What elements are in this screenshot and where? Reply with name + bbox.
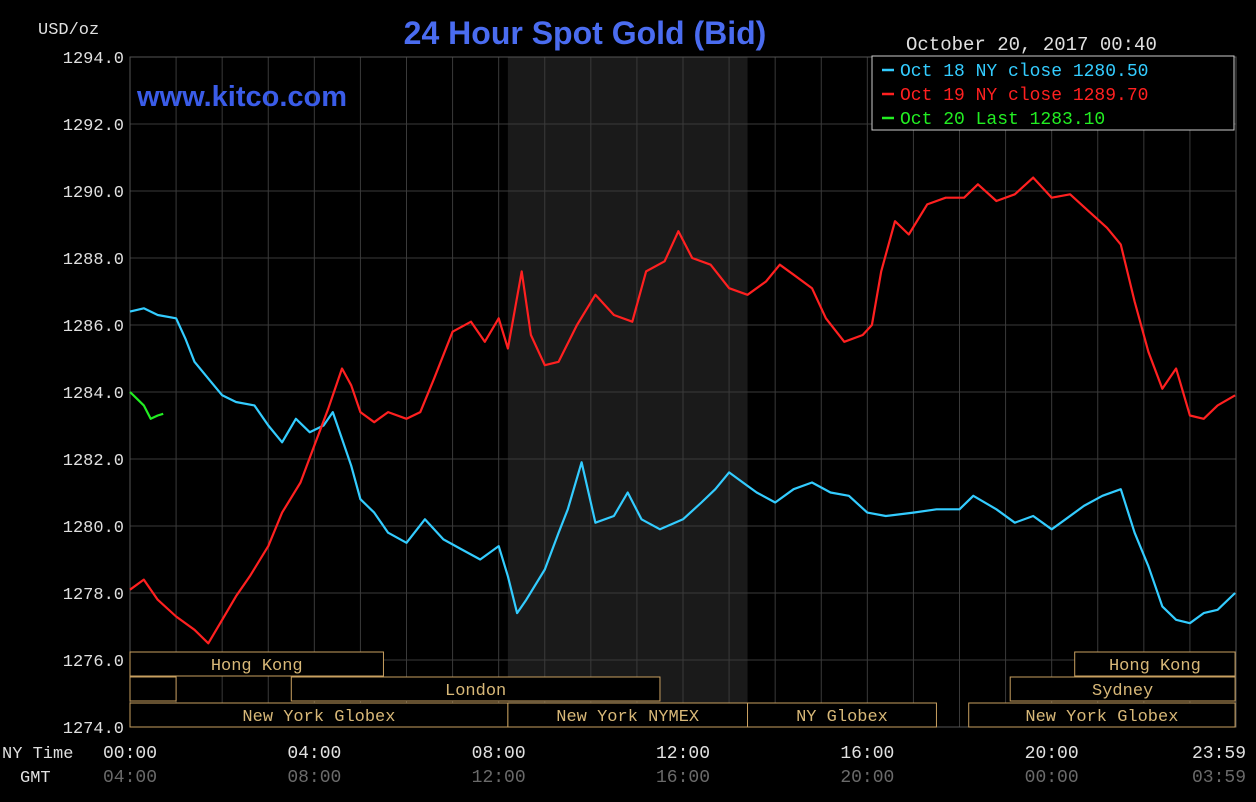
series-line — [129, 307, 1236, 625]
x-tick-label-gmt: 12:00 — [472, 768, 526, 788]
x-axis-ticks: 00:00 04:00 04:00 08:00 08:00 12:00 12:00 16:00… — [103, 744, 1246, 788]
market-bar-label: NY Globex — [796, 708, 888, 727]
timestamp: October 20, 2017 00:40 — [906, 34, 1157, 56]
y-tick-label: 1286.0 — [63, 318, 124, 337]
market-bar — [507, 702, 749, 728]
market-bar — [129, 676, 177, 702]
market-bar — [1074, 651, 1236, 677]
y-tick-label: 1280.0 — [63, 519, 124, 538]
x-tick-label-ny: 08:00 — [472, 744, 526, 764]
y-tick-label: 1282.0 — [63, 452, 124, 471]
legend-box — [871, 55, 1235, 131]
y-tick-label: 1292.0 — [63, 117, 124, 136]
market-bar-label: New York Globex — [242, 708, 395, 727]
market-bar — [129, 651, 384, 677]
market-bar-label: Hong Kong — [211, 657, 303, 676]
market-bar-label: London — [445, 682, 506, 701]
market-bar-label: Sydney — [1092, 682, 1153, 701]
x-tick-label-gmt: 04:00 — [103, 768, 157, 788]
market-bar — [747, 702, 937, 728]
legend-entry: Oct 19 NY close 1289.70 — [900, 86, 1148, 106]
y-tick-label: 1288.0 — [63, 251, 124, 270]
x-tick-label-ny: 20:00 — [1025, 744, 1079, 764]
legend-entry: Oct 18 NY close 1280.50 — [900, 62, 1148, 82]
y-axis-ticks: 1294.0 1292.0 1290.0 1288.0 1286.0 1284.0 1282… — [63, 50, 124, 739]
market-bar — [129, 702, 509, 728]
gmt-label: GMT — [20, 769, 51, 788]
x-tick-label-gmt: 03:59 — [1192, 768, 1246, 788]
chart-title: 24 Hour Spot Gold (Bid) — [404, 15, 767, 51]
x-tick-label-gmt: 08:00 — [287, 768, 341, 788]
series-line — [129, 391, 164, 420]
market-bar — [968, 702, 1236, 728]
y-tick-label: 1290.0 — [63, 184, 124, 203]
ny-time-label: NY Time — [2, 745, 73, 764]
watermark: www.kitco.com — [136, 81, 347, 113]
market-bar — [290, 676, 661, 702]
y-axis-label: USD/oz — [38, 21, 99, 40]
x-tick-label-ny: 16:00 — [840, 744, 894, 764]
x-tick-label-ny: 04:00 — [287, 744, 341, 764]
y-tick-label: 1274.0 — [63, 720, 124, 739]
x-tick-label-gmt: 16:00 — [656, 768, 710, 788]
x-tick-label-ny: 00:00 — [103, 744, 157, 764]
market-bar-label: Hong Kong — [1109, 657, 1201, 676]
legend-entry: Oct 20 Last 1283.10 — [900, 110, 1105, 130]
market-hours-bars: Hong Kong Hong Kong London Sydney New York G… — [129, 651, 1236, 728]
x-tick-label-ny: 12:00 — [656, 744, 710, 764]
y-tick-label: 1294.0 — [63, 50, 124, 69]
market-bar-label: New York Globex — [1025, 708, 1178, 727]
x-tick-label-ny: 23:59 — [1192, 744, 1246, 764]
y-tick-label: 1284.0 — [63, 385, 124, 404]
y-tick-label: 1278.0 — [63, 586, 124, 605]
x-tick-label-gmt: 00:00 — [1025, 768, 1079, 788]
market-bar — [1009, 676, 1236, 702]
y-tick-label: 1276.0 — [63, 653, 124, 672]
price-lines — [129, 176, 1236, 645]
legend: Oct 18 NY close 1280.50 Oct 19 NY close 1… — [871, 55, 1235, 131]
series-line — [129, 176, 1236, 645]
x-tick-label-gmt: 20:00 — [840, 768, 894, 788]
market-bar-label: New York NYMEX — [556, 708, 699, 727]
